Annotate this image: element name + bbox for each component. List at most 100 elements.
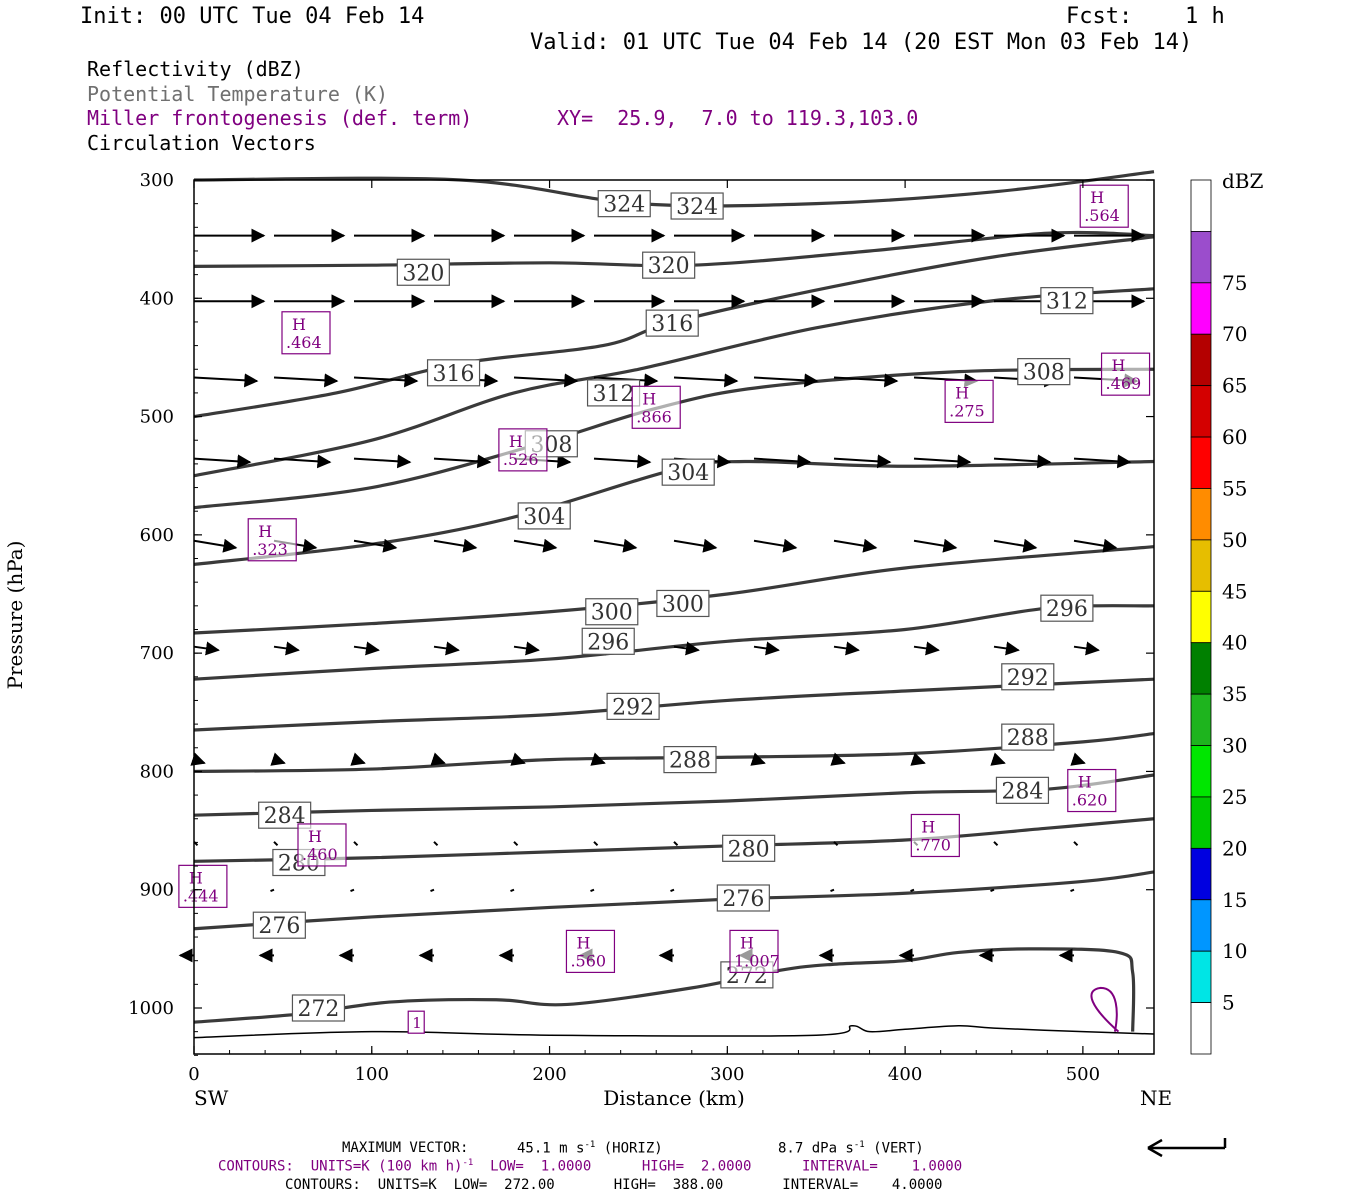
x-end-right: NE [1140,1086,1172,1110]
field-reflectivity: Reflectivity (dBZ) [87,57,304,81]
frontogenesis-max: 1 [407,1010,425,1034]
frontogenesis-max: H.560 [565,929,616,974]
circulation-vector [513,373,579,388]
circulation-vector [993,454,1052,469]
circulation-vector [993,538,1038,553]
colorbar-label: 50 [1222,528,1247,552]
circulation-vector [353,538,398,553]
frontogenesis-max: H.460 [297,823,347,867]
x-tick-label: 100 [355,1064,389,1085]
svg-text:.444: .444 [183,886,219,905]
colorbar-swatch [1190,282,1212,335]
svg-text:296: 296 [587,630,629,655]
theta-label-312: 312 [586,379,641,407]
colorbar-swatch [1190,488,1212,541]
svg-text:H: H [292,315,306,334]
x-tick-label: 300 [710,1064,744,1085]
circulation-vector [273,841,279,847]
colorbar-swatch [1190,590,1212,644]
colorbar-swatch [1190,745,1212,798]
svg-text:H: H [1112,356,1126,375]
svg-text:300: 300 [662,592,704,617]
circulation-vector [673,373,739,388]
svg-text:324: 324 [676,195,718,220]
theta-label-304: 304 [661,458,715,486]
circulation-vector [433,454,492,469]
y-tick-label: 500 [140,407,174,428]
svg-text:292: 292 [1007,666,1049,691]
colorbar-swatch [1190,231,1212,284]
frontogenesis-contour [1090,986,1120,1033]
svg-text:304: 304 [667,461,709,486]
circulation-vector [753,538,798,553]
circulation-vector [830,888,835,893]
contours-theta: CONTOURS: UNITS=K LOW= 272.00 HIGH= 388.… [285,1177,943,1193]
svg-text:308: 308 [1023,361,1065,386]
colorbar-title: dBZ [1222,169,1264,193]
svg-text:H: H [258,522,272,541]
svg-text:H: H [1090,188,1104,207]
colorbar-label: 5 [1222,991,1235,1015]
circulation-vector [273,454,332,469]
theta-label-276: 276 [716,884,770,912]
circulation-vector [273,373,339,388]
circulation-vector [590,888,595,893]
svg-text:300: 300 [591,601,633,626]
svg-text:284: 284 [1001,779,1043,804]
colorbar-label: 10 [1222,939,1247,963]
circulation-vector [353,841,359,847]
circulation-vector [193,641,220,656]
circulation-vector [1073,841,1079,847]
circulation-vector [430,752,446,766]
circulation-vector [1073,641,1100,656]
x-tick-label: 0 [188,1064,199,1085]
svg-text:H: H [921,817,935,836]
circulation-vector [913,454,972,469]
circulation-vector [353,373,419,388]
svg-text:.770: .770 [915,835,951,854]
svg-text:276: 276 [258,914,300,939]
colorbar-label: 30 [1222,734,1247,758]
theta-label-308: 308 [1017,358,1071,386]
svg-text:280: 280 [728,837,770,862]
svg-text:296: 296 [1046,597,1088,622]
svg-text:312: 312 [1046,290,1088,315]
circulation-vector [193,538,238,553]
theta-contour-280 [193,817,1155,863]
circulation-vector [433,538,478,553]
frontogenesis-max: H.444 [178,864,228,908]
theta-label-324: 324 [597,190,651,218]
svg-text:320: 320 [402,261,444,286]
circulation-vector [513,641,540,656]
theta-label-288: 288 [1001,723,1055,751]
circulation-vector [350,888,355,893]
valid-time: Valid: 01 UTC Tue 04 Feb 14 (20 EST Mon … [530,30,1193,55]
colorbar-swatch [1190,333,1212,387]
circulation-vector [350,752,366,766]
colorbar-label: 60 [1222,425,1247,449]
y-tick-label: 300 [140,170,174,191]
field-frontogenesis: Miller frontogenesis (def. term) [87,106,473,130]
circulation-vector [1073,538,1118,553]
circulation-vector [753,641,780,656]
circulation-vector [1070,752,1086,766]
y-tick-label: 700 [140,643,174,664]
svg-text:H: H [308,827,322,846]
svg-text:.866: .866 [636,407,672,426]
circulation-vector [1073,454,1132,469]
theta-contour-316 [193,235,1155,419]
reference-vector [1147,1138,1227,1158]
theta-label-304: 304 [517,502,571,530]
theta-label-272: 272 [291,994,346,1022]
circulation-vector [593,454,652,469]
colorbar-swatch [1190,1002,1212,1055]
svg-text:.464: .464 [286,333,322,352]
x-tick-label: 400 [888,1064,922,1085]
circulation-vector [833,454,892,469]
circulation-vector [673,841,679,847]
theta-label-324: 324 [670,192,724,220]
theta-label-280: 280 [722,834,776,862]
svg-text:H: H [1078,773,1092,792]
theta-label-316: 316 [426,359,481,387]
circulation-vector [593,841,599,847]
